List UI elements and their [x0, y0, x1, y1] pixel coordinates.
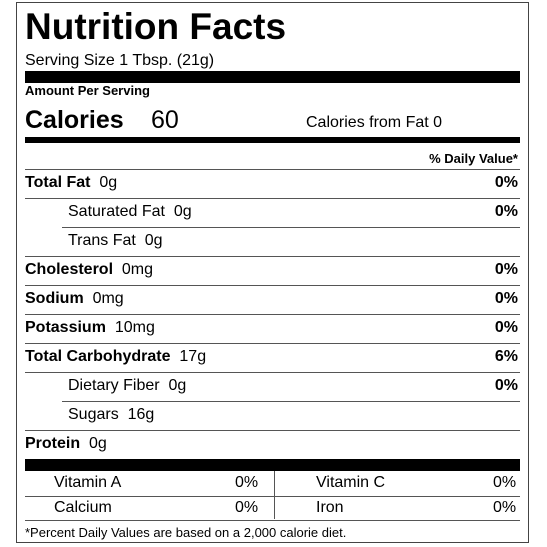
thick-divider — [25, 71, 520, 83]
nutrient-name: Saturated Fat — [68, 203, 165, 220]
nutrient-amount: 0mg — [92, 290, 124, 307]
vitamin-a-name: Vitamin A — [54, 474, 122, 491]
nutrient-row-sugars: Sugars 16g — [25, 405, 520, 425]
nutrient-row-dietary-fiber: Dietary Fiber 0g 0% — [25, 376, 520, 396]
divider — [62, 227, 520, 228]
divider — [25, 430, 520, 431]
nutrient-amount: 0mg — [121, 261, 154, 278]
nutrient-name: Sodium — [25, 290, 84, 307]
divider — [25, 496, 520, 497]
calcium-dv: 0% — [235, 499, 259, 516]
nutrient-row-trans-fat: Trans Fat 0g — [25, 231, 520, 251]
nutrient-row-total-fat: Total Fat 0g 0% — [25, 173, 520, 193]
calories-label: Calories — [25, 106, 124, 134]
nutrient-amount: 0g — [99, 174, 118, 191]
nutrient-dv: 6% — [494, 348, 518, 365]
nutrient-dv: 0% — [494, 174, 518, 191]
nutrient-amount: 16g — [127, 406, 155, 423]
calcium-name: Calcium — [54, 499, 112, 516]
divider — [62, 401, 520, 402]
iron-name: Iron — [316, 499, 344, 516]
nutrient-name: Sugars — [68, 406, 119, 423]
nutrient-dv: 0% — [494, 377, 518, 394]
nutrient-amount: 0g — [168, 377, 187, 394]
nutrient-amount: 17g — [179, 348, 207, 365]
divider — [25, 372, 520, 373]
thick-divider — [25, 459, 520, 471]
nutrient-dv: 0% — [494, 319, 518, 336]
calories-from-fat: Calories from Fat 0 — [306, 114, 443, 131]
divider — [25, 198, 520, 199]
nutrient-row-total-carbohydrate: Total Carbohydrate 17g 6% — [25, 347, 520, 367]
nutrient-dv: 0% — [494, 203, 518, 220]
nutrient-dv: 0% — [494, 290, 518, 307]
medium-divider — [25, 137, 520, 143]
daily-value-header: % Daily Value* — [429, 151, 518, 166]
serving-size: Serving Size 1 Tbsp. (21g) — [25, 52, 215, 69]
divider — [25, 169, 520, 170]
iron-dv: 0% — [493, 499, 517, 516]
nutrient-amount: 0g — [173, 203, 192, 220]
nutrient-name: Potassium — [25, 319, 106, 336]
nutrient-row-sodium: Sodium 0mg 0% — [25, 289, 520, 309]
footnote: *Percent Daily Values are based on a 2,0… — [25, 525, 347, 540]
nutrient-amount: 0g — [144, 232, 163, 249]
nutrient-name: Cholesterol — [25, 261, 114, 278]
label-title: Nutrition Facts — [25, 6, 287, 47]
divider — [25, 314, 520, 315]
vitamin-column-divider — [274, 471, 275, 519]
vitamin-a-dv: 0% — [235, 474, 259, 491]
calories-value: 60 — [151, 106, 179, 134]
nutrient-dv: 0% — [494, 261, 518, 278]
nutrient-amount: 0g — [89, 435, 107, 452]
nutrient-row-cholesterol: Cholesterol 0mg 0% — [25, 260, 520, 280]
nutrient-name: Total Fat — [25, 174, 91, 191]
vitamin-c-name: Vitamin C — [316, 474, 386, 491]
divider — [25, 285, 520, 286]
nutrient-row-potassium: Potassium 10mg 0% — [25, 318, 520, 338]
nutrient-amount: 10mg — [114, 319, 155, 336]
divider — [25, 256, 520, 257]
nutrient-row-protein: Protein 0g — [25, 434, 520, 454]
nutrition-facts-label: Nutrition Facts Serving Size 1 Tbsp. (21… — [16, 2, 529, 543]
nutrient-name: Dietary Fiber — [68, 377, 160, 394]
amount-per-serving: Amount Per Serving — [25, 83, 150, 98]
nutrient-name: Protein — [25, 435, 81, 452]
nutrient-name: Trans Fat — [68, 232, 136, 249]
nutrient-row-saturated-fat: Saturated Fat 0g 0% — [25, 202, 520, 222]
divider — [25, 343, 520, 344]
divider — [25, 520, 520, 521]
nutrient-name: Total Carbohydrate — [25, 348, 171, 365]
vitamin-c-dv: 0% — [493, 474, 517, 491]
